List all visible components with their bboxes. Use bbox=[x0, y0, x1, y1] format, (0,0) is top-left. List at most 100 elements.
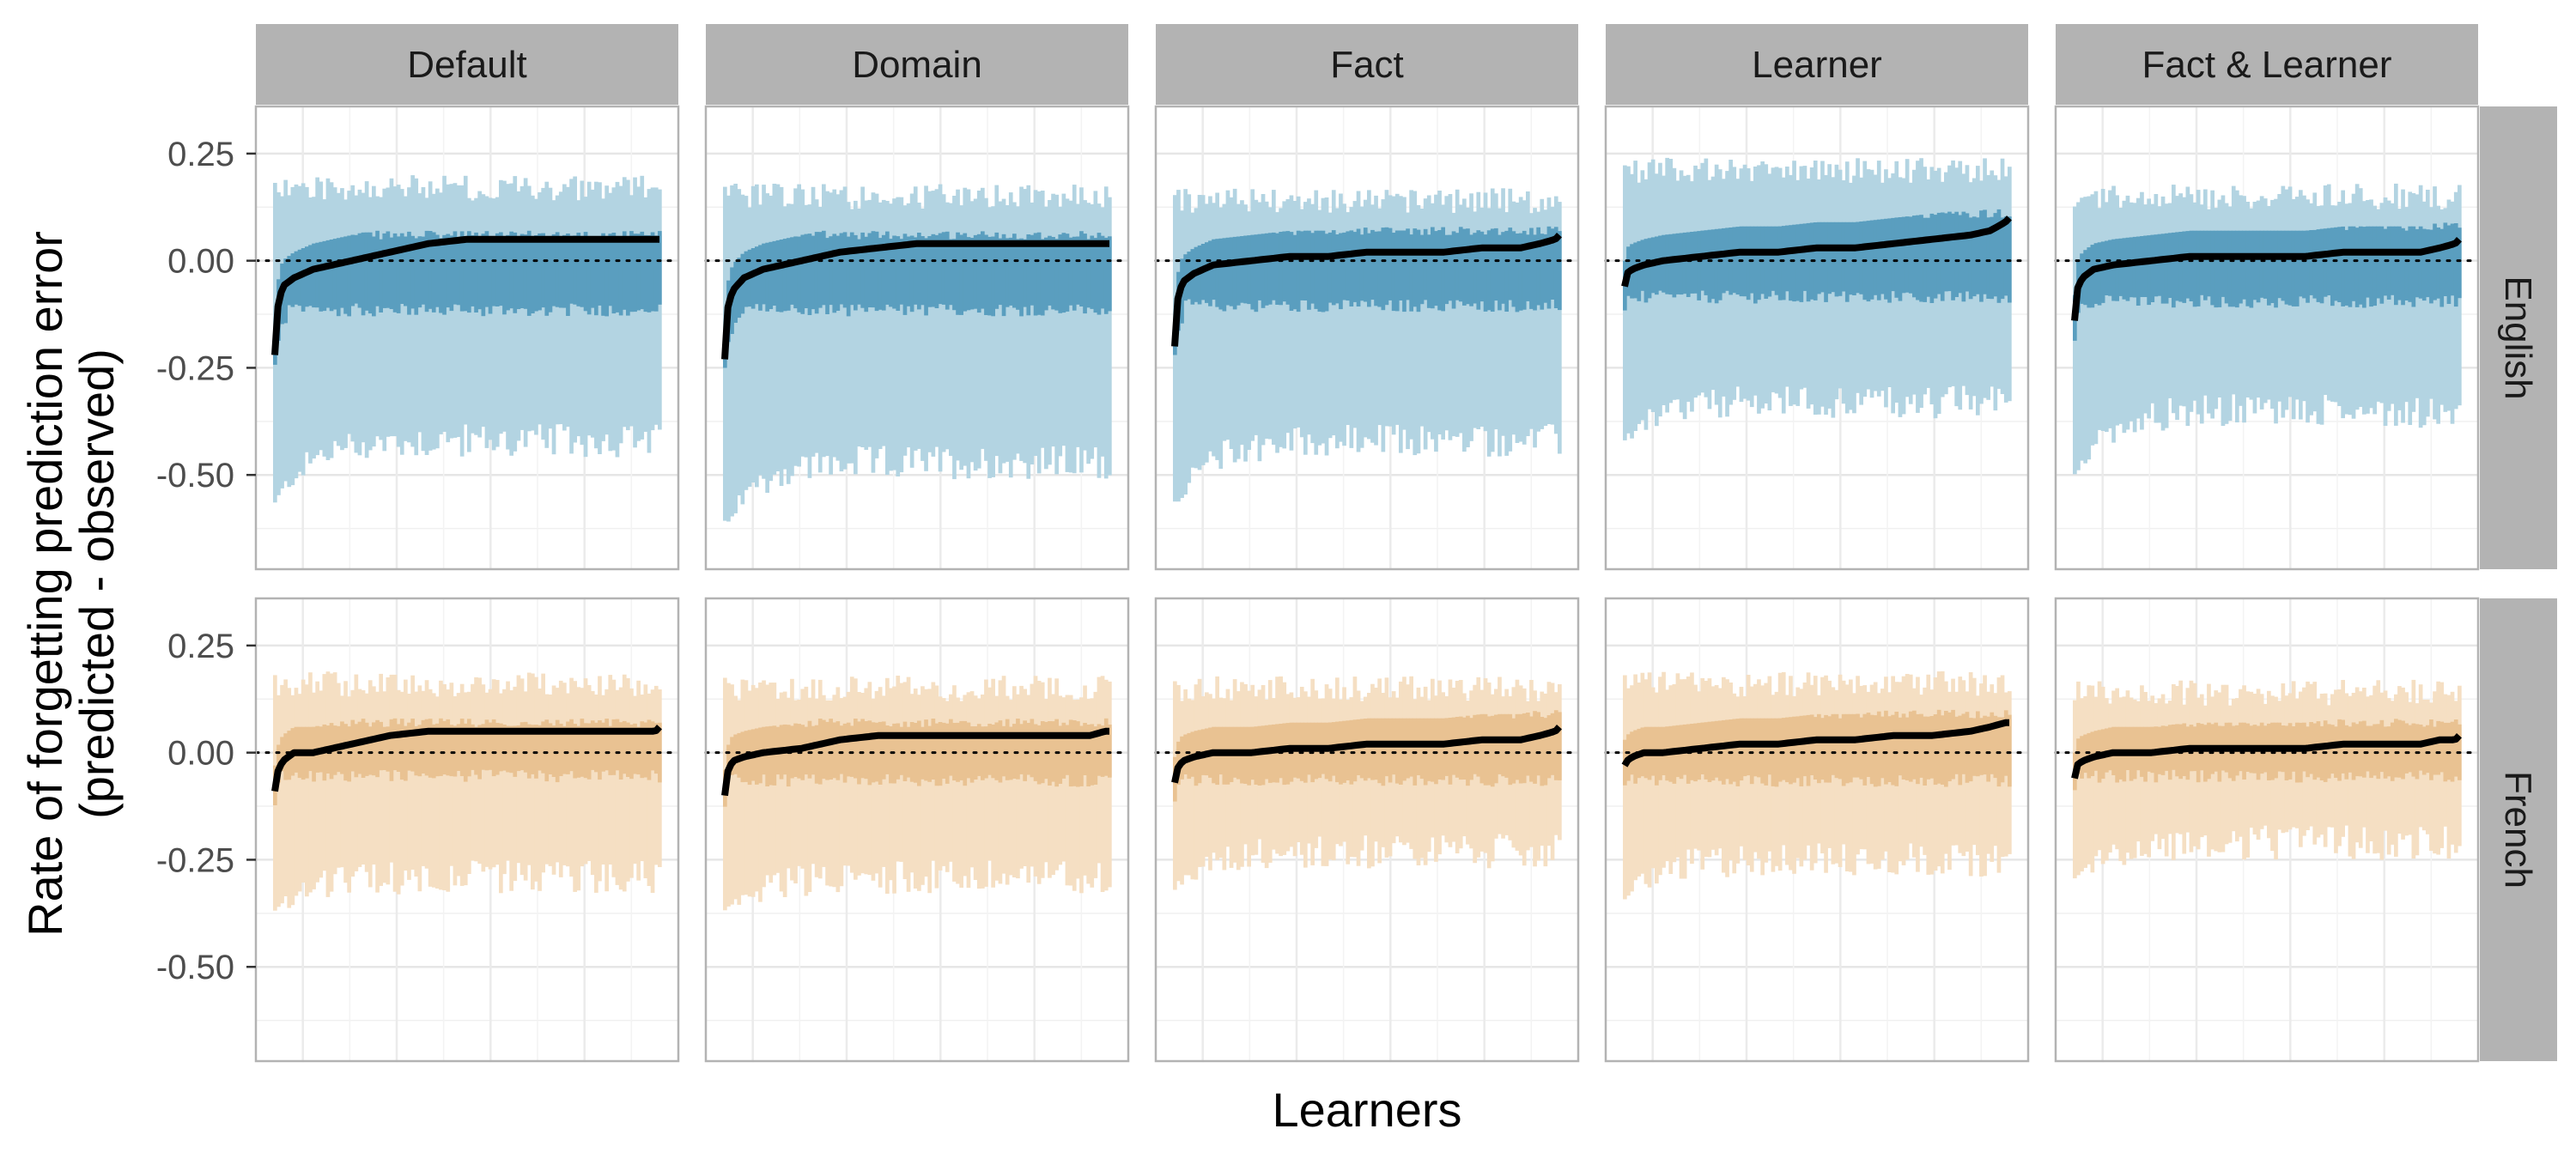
inner-interval-bar bbox=[1374, 231, 1378, 306]
inner-interval-bar bbox=[1402, 718, 1406, 781]
inner-interval-bar bbox=[601, 233, 605, 316]
column-strip: Learner bbox=[1606, 24, 2028, 105]
outer-interval-bar bbox=[2150, 203, 2155, 404]
inner-interval-bar bbox=[1891, 217, 1895, 292]
inner-interval-bar bbox=[1058, 234, 1063, 313]
outer-interval-bar bbox=[1679, 679, 1684, 879]
outer-interval-bar bbox=[590, 189, 595, 438]
inner-interval-bar bbox=[2008, 714, 2012, 787]
inner-interval-bar bbox=[544, 719, 550, 782]
outer-interval-bar bbox=[643, 684, 648, 878]
outer-interval-bar bbox=[822, 184, 826, 458]
outer-interval-bar bbox=[2252, 202, 2257, 414]
outer-interval-bar bbox=[1406, 212, 1410, 450]
inner-interval-bar bbox=[902, 721, 908, 781]
inner-interval-bar bbox=[857, 239, 861, 305]
inner-interval-bar bbox=[772, 240, 777, 306]
outer-interval-bar bbox=[1444, 196, 1449, 431]
inner-interval-bar bbox=[474, 726, 478, 775]
inner-interval-bar bbox=[1076, 236, 1080, 305]
inner-interval-bar bbox=[495, 233, 500, 306]
inner-interval-bar bbox=[399, 233, 404, 304]
outer-interval-bar bbox=[407, 694, 411, 880]
outer-interval-bar bbox=[435, 696, 440, 889]
panel-border bbox=[704, 597, 1130, 1063]
outer-interval-bar bbox=[902, 205, 908, 456]
inner-interval-bar bbox=[1856, 221, 1860, 294]
inner-interval-bar bbox=[1490, 715, 1495, 787]
outer-interval-bar bbox=[800, 189, 805, 457]
inner-interval-bar bbox=[2217, 230, 2222, 307]
outer-interval-bar bbox=[407, 187, 411, 443]
inner-interval-bar bbox=[1310, 233, 1315, 304]
inner-interval-bar bbox=[2408, 725, 2413, 773]
inner-interval-bar bbox=[2337, 227, 2342, 302]
inner-interval-bar bbox=[471, 724, 475, 770]
inner-interval-bar bbox=[312, 243, 316, 308]
inner-interval-bar bbox=[1026, 723, 1031, 775]
outer-interval-bar bbox=[1352, 201, 1358, 428]
outer-interval-bar bbox=[580, 180, 585, 446]
inner-interval-bar bbox=[1494, 714, 1498, 784]
outer-interval-bar bbox=[807, 204, 812, 478]
outer-interval-bar bbox=[481, 684, 486, 872]
inner-interval-bar bbox=[1725, 228, 1729, 291]
outer-interval-bar bbox=[347, 696, 351, 893]
inner-interval-bar bbox=[382, 726, 387, 770]
inner-interval-bar bbox=[1016, 719, 1020, 780]
outer-interval-bar bbox=[864, 200, 869, 450]
inner-interval-bar bbox=[1714, 228, 1719, 304]
inner-interval-bar bbox=[558, 238, 563, 308]
inner-interval-bar bbox=[1208, 240, 1212, 306]
panel-border bbox=[1154, 105, 1580, 571]
outer-interval-bar bbox=[924, 689, 928, 877]
outer-interval-bar bbox=[1416, 204, 1421, 454]
outer-interval-bar bbox=[431, 193, 436, 450]
inner-interval-bar bbox=[2136, 236, 2141, 306]
inner-interval-bar bbox=[442, 234, 447, 315]
inner-interval-bar bbox=[1289, 232, 1294, 311]
inner-interval-bar bbox=[491, 237, 496, 306]
inner-interval-bar bbox=[1416, 229, 1421, 313]
inner-interval-bar bbox=[1061, 722, 1066, 779]
outer-interval-bar bbox=[1526, 191, 1530, 436]
inner-interval-bar bbox=[2326, 724, 2331, 779]
inner-interval-bar bbox=[538, 233, 542, 311]
outer-interval-bar bbox=[312, 692, 316, 889]
outer-interval-bar bbox=[1511, 201, 1516, 435]
y-axis-title-line-1: Rate of forgetting prediction error bbox=[18, 231, 72, 937]
inner-interval-bar bbox=[2426, 725, 2430, 774]
inner-interval-bar bbox=[2080, 736, 2084, 779]
inner-interval-bar bbox=[1543, 234, 1548, 303]
outer-interval-bar bbox=[1229, 700, 1234, 868]
outer-interval-bar bbox=[949, 203, 953, 456]
outer-interval-bar bbox=[534, 198, 538, 435]
inner-interval-bar bbox=[2125, 237, 2130, 301]
inner-interval-bar bbox=[854, 234, 858, 311]
inner-interval-bar bbox=[2154, 234, 2159, 297]
inner-interval-bar bbox=[2351, 722, 2356, 780]
inner-interval-bar bbox=[2411, 723, 2416, 777]
outer-interval-bar bbox=[1363, 199, 1368, 438]
outer-interval-bar bbox=[1455, 189, 1460, 437]
outer-interval-bar bbox=[1051, 193, 1055, 447]
outer-interval-bar bbox=[747, 207, 752, 487]
outer-interval-bar bbox=[2147, 701, 2151, 858]
inner-interval-bars bbox=[273, 230, 662, 365]
outer-interval-bar bbox=[2421, 201, 2427, 426]
outer-interval-bar bbox=[467, 691, 471, 874]
inner-interval-bar bbox=[2087, 247, 2092, 308]
inner-interval-bar bbox=[1546, 715, 1552, 779]
outer-interval-bar bbox=[1218, 207, 1224, 469]
panel-border bbox=[704, 105, 1130, 571]
outer-interval-bar bbox=[305, 186, 309, 452]
outer-interval-bar bbox=[396, 185, 401, 447]
outer-interval-bar bbox=[618, 687, 623, 890]
panel-border bbox=[1604, 597, 2030, 1063]
inner-interval-bar bbox=[2147, 235, 2151, 306]
outer-interval-bar bbox=[981, 187, 985, 449]
inner-interval-bar bbox=[976, 234, 981, 313]
inner-interval-bar bbox=[1901, 216, 1906, 294]
inner-interval-bar bbox=[1908, 216, 1913, 294]
inner-interval-bar bbox=[467, 231, 471, 313]
